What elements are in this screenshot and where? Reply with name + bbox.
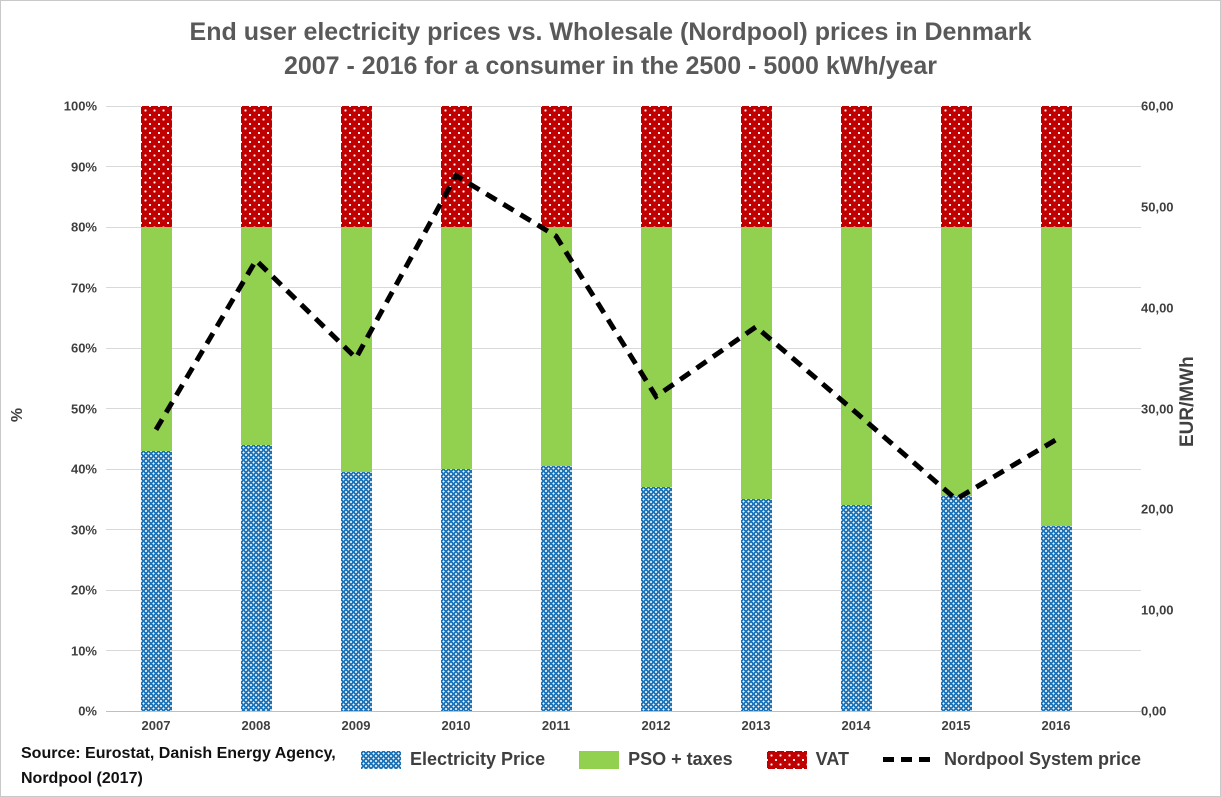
legend-item-pso-taxes: PSO + taxes [579,749,733,770]
x-axis-tick-2013: 2013 [741,718,771,733]
x-axis-tick-2015: 2015 [941,718,971,733]
gridline-50% [106,408,1141,409]
bar-2016-vat [1040,106,1072,227]
legend-swatch-blue-dotted [361,750,401,769]
x-axis-tick-2014: 2014 [841,718,871,733]
left-axis-tick-60%: 60% [70,340,97,356]
bar-2014-pso-taxes [840,227,872,506]
legend-label: Nordpool System price [944,749,1142,769]
chart-title-line1: End user electricity prices vs. Wholesal… [189,18,1032,46]
gridline-40% [106,468,1141,470]
bar-2013-pso-taxes [740,227,772,500]
gridline-100% [106,105,1141,107]
bar-2012-electricity-price [640,487,672,711]
legend-item-nordpool-system-price: Nordpool System price [883,749,1141,770]
nordpool-system-price-line [153,172,1058,503]
gridline-20% [106,589,1141,591]
x-axis-tick-2016: 2016 [1041,718,1071,733]
gridline-60% [106,347,1141,349]
bar-2016-electricity-price [1040,526,1072,711]
bar-2008-vat [240,106,272,227]
x-axis-tick-2011: 2011 [541,718,571,733]
bar-2013-electricity-price [740,499,772,711]
bar-2011-vat [540,106,572,227]
left-axis-tick-70%: 70% [70,280,97,295]
gridline-10% [106,650,1141,651]
gridline-80% [106,226,1141,228]
legend-swatch-black-dashed-line [883,757,935,762]
left-axis-tick-30%: 30% [70,522,97,537]
bar-2007-pso-taxes [140,227,172,451]
bar-2015-vat [940,106,972,227]
bar-2015-pso-taxes [940,227,972,497]
bar-2009-electricity-price [340,472,372,711]
right-axis-tick-40,00: 40,00 [1141,300,1174,316]
bar-2012-vat [640,106,672,227]
bar-2015-electricity-price [940,496,972,711]
bar-2016-pso-taxes [1040,227,1072,527]
source-note: Source: Eurostat, Danish Energy Agency, … [21,741,336,791]
left-axis-tick-40%: 40% [70,461,97,477]
bar-2007-electricity-price [140,450,172,711]
left-axis-tick-0%: 0% [78,703,97,719]
bar-2008-electricity-price [240,444,272,711]
right-axis-tick-60,00: 60,00 [1141,98,1174,114]
nordpool-line-layer [153,172,1058,503]
bar-2007-vat [140,106,172,227]
left-axis-tick-20%: 20% [70,582,97,598]
right-axis-tick-50,00: 50,00 [1141,199,1174,215]
chart-title-line2: 2007 - 2016 for a consumer in the 2500 -… [283,52,938,80]
source-line1: Source: Eurostat, Danish Energy Agency, [21,745,336,762]
right-axis-tick-10,00: 10,00 [1141,602,1174,618]
x-axis-tick-2007: 2007 [141,718,171,733]
bar-2009-vat [340,106,372,227]
x-axis-tick-2009: 2009 [341,718,371,733]
left-axis-tick-80%: 80% [70,219,97,235]
source-line2: Nordpool (2017) [21,770,143,787]
gridline-90% [106,166,1141,167]
right-axis-tick-20,00: 20,00 [1141,501,1174,517]
legend-label: Electricity Price [410,749,546,769]
left-axis-tick-100%: 100% [63,98,97,114]
left-axis-tick-90%: 90% [70,159,97,174]
x-axis-tick-2010: 2010 [441,718,471,733]
right-axis-tick-0,00: 0,00 [1141,703,1167,719]
bar-2010-pso-taxes [440,227,472,469]
x-axis-tick-2012: 2012 [641,718,671,733]
bar-2011-electricity-price [540,465,572,711]
gridline-70% [106,287,1141,288]
bar-2013-vat [740,106,772,227]
legend-item-electricity-price: Electricity Price [361,749,545,770]
legend-swatch-green-solid [579,750,620,769]
bar-2014-electricity-price [840,505,872,711]
bar-2011-pso-taxes [540,227,572,466]
plot-area [106,105,1141,712]
bar-2012-pso-taxes [640,227,672,488]
left-axis-tick-50%: 50% [70,401,97,416]
legend-swatch-red-dotted [766,750,807,769]
right-axis-tick-30,00: 30,00 [1141,401,1174,416]
gridline-30% [106,529,1141,530]
legend-label: PSO + taxes [628,749,733,769]
gridline-0% [106,710,1141,712]
bar-2010-electricity-price [440,469,472,711]
bar-2008-pso-taxes [240,227,272,445]
legend-item-vat: VAT [766,749,849,770]
legend-label: VAT [815,749,849,769]
left-axis-tick-10%: 10% [70,643,97,658]
x-axis-tick-2008: 2008 [241,718,271,733]
chart-legend: Electricity Price PSO + taxes VAT Nordpool … [361,749,1201,770]
bar-2014-vat [840,106,872,227]
bar-2010-vat [440,106,472,227]
chart-title: End user electricity prices vs. Wholesal… [1,15,1220,83]
